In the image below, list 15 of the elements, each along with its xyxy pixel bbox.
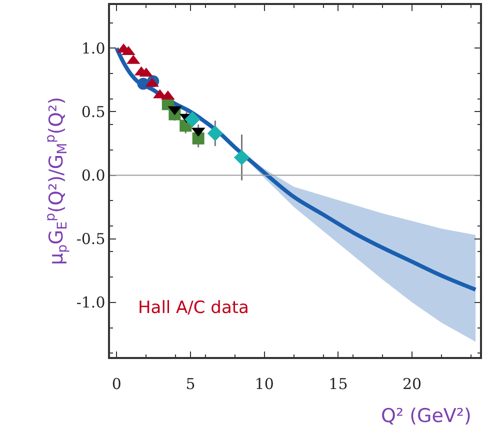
y-tick-label: 0.5	[81, 102, 106, 121]
x-tick-label: 15	[328, 374, 348, 393]
point	[184, 112, 200, 128]
point	[207, 126, 223, 142]
y-tick-label: -1.0	[76, 294, 106, 312]
x-axis-title: Q² (GeV²)	[381, 405, 472, 427]
x-tick-label: 5	[186, 374, 196, 393]
y-tick-label: -0.5	[76, 230, 106, 248]
x-tick-label: 10	[254, 374, 274, 393]
point	[234, 150, 250, 166]
x-tick-label: 20	[402, 374, 422, 393]
x-tick-label: 0	[112, 374, 122, 393]
y-tick-label: 1.0	[81, 39, 106, 58]
annotation: Hall A/C data	[138, 298, 249, 318]
y-tick-label: 0.0	[81, 166, 106, 185]
